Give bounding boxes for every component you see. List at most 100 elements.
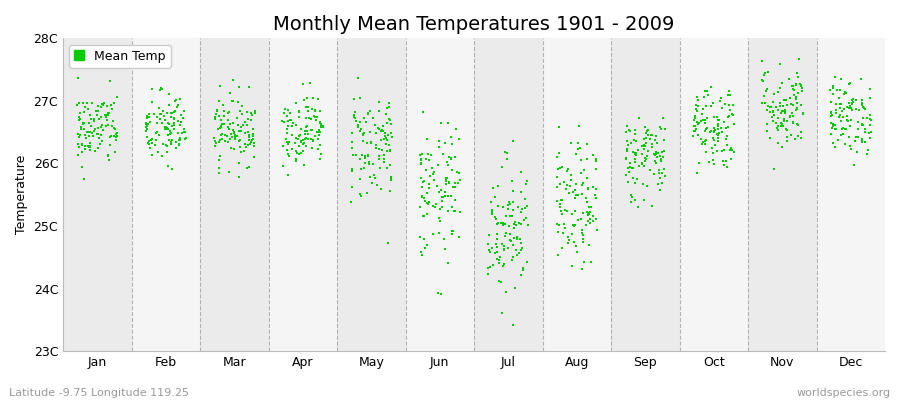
Point: [516, 265, 530, 272]
Point: [303, 116, 318, 122]
Point: [510, 252, 525, 258]
Point: [653, 158, 668, 164]
Point: [775, 121, 789, 127]
Point: [83, 144, 97, 150]
Point: [845, 100, 859, 106]
Point: [499, 230, 513, 236]
Point: [280, 113, 294, 119]
Point: [243, 117, 257, 124]
Point: [173, 135, 187, 141]
Point: [162, 101, 176, 108]
Point: [85, 100, 99, 106]
Point: [767, 91, 781, 97]
Point: [346, 113, 361, 120]
Point: [83, 112, 97, 118]
Point: [281, 141, 295, 147]
Point: [230, 132, 244, 139]
Point: [85, 130, 99, 136]
Point: [575, 226, 590, 233]
Point: [312, 128, 327, 135]
Point: [441, 260, 455, 267]
Point: [168, 139, 183, 145]
Point: [166, 109, 181, 115]
Point: [514, 168, 528, 175]
Point: [105, 122, 120, 129]
Point: [153, 116, 167, 122]
Point: [227, 128, 241, 135]
Point: [688, 113, 702, 120]
Point: [280, 126, 294, 132]
Point: [698, 120, 712, 126]
Point: [647, 151, 662, 158]
Point: [720, 164, 734, 170]
Point: [553, 180, 567, 187]
Point: [855, 121, 869, 128]
Point: [163, 140, 177, 147]
Point: [714, 125, 728, 131]
Point: [140, 133, 154, 140]
Point: [491, 278, 506, 284]
Point: [231, 99, 246, 106]
Point: [301, 130, 315, 137]
Point: [786, 102, 800, 108]
Point: [569, 192, 583, 198]
Point: [489, 241, 503, 248]
Point: [495, 310, 509, 316]
Point: [374, 128, 388, 134]
Point: [574, 170, 589, 176]
Point: [589, 158, 603, 164]
Point: [238, 143, 253, 150]
Point: [313, 119, 328, 125]
Point: [620, 165, 634, 172]
Point: [225, 77, 239, 84]
Point: [345, 166, 359, 172]
Point: [848, 138, 862, 144]
Bar: [543, 38, 611, 351]
Point: [643, 136, 657, 142]
Point: [428, 204, 443, 210]
Point: [289, 156, 303, 162]
Point: [786, 120, 800, 126]
Point: [550, 198, 564, 205]
Point: [481, 271, 495, 278]
Point: [148, 130, 163, 136]
Point: [491, 203, 506, 209]
Point: [360, 140, 374, 146]
Point: [575, 266, 590, 272]
Point: [300, 122, 314, 129]
Point: [418, 178, 432, 184]
Point: [444, 134, 458, 140]
Point: [849, 97, 863, 103]
Point: [656, 114, 670, 121]
Title: Monthly Mean Temperatures 1901 - 2009: Monthly Mean Temperatures 1901 - 2009: [274, 15, 675, 34]
Point: [160, 120, 175, 126]
Point: [158, 116, 172, 123]
Point: [299, 104, 313, 110]
Point: [445, 166, 459, 173]
Point: [347, 114, 362, 120]
Point: [296, 141, 310, 147]
Point: [630, 175, 644, 182]
Point: [109, 131, 123, 137]
Point: [634, 161, 649, 167]
Point: [140, 115, 154, 121]
Point: [498, 149, 512, 155]
Point: [781, 76, 796, 82]
Point: [637, 155, 652, 161]
Point: [517, 217, 531, 223]
Point: [440, 158, 454, 165]
Point: [863, 122, 878, 128]
Point: [412, 152, 427, 158]
Point: [77, 104, 92, 110]
Point: [651, 180, 665, 187]
Point: [240, 116, 255, 122]
Point: [572, 123, 586, 129]
Point: [214, 136, 229, 143]
Point: [505, 178, 519, 184]
Point: [584, 259, 598, 266]
Point: [790, 104, 805, 111]
Bar: [337, 38, 406, 351]
Point: [568, 208, 582, 214]
Bar: [406, 38, 474, 351]
Point: [179, 135, 194, 142]
